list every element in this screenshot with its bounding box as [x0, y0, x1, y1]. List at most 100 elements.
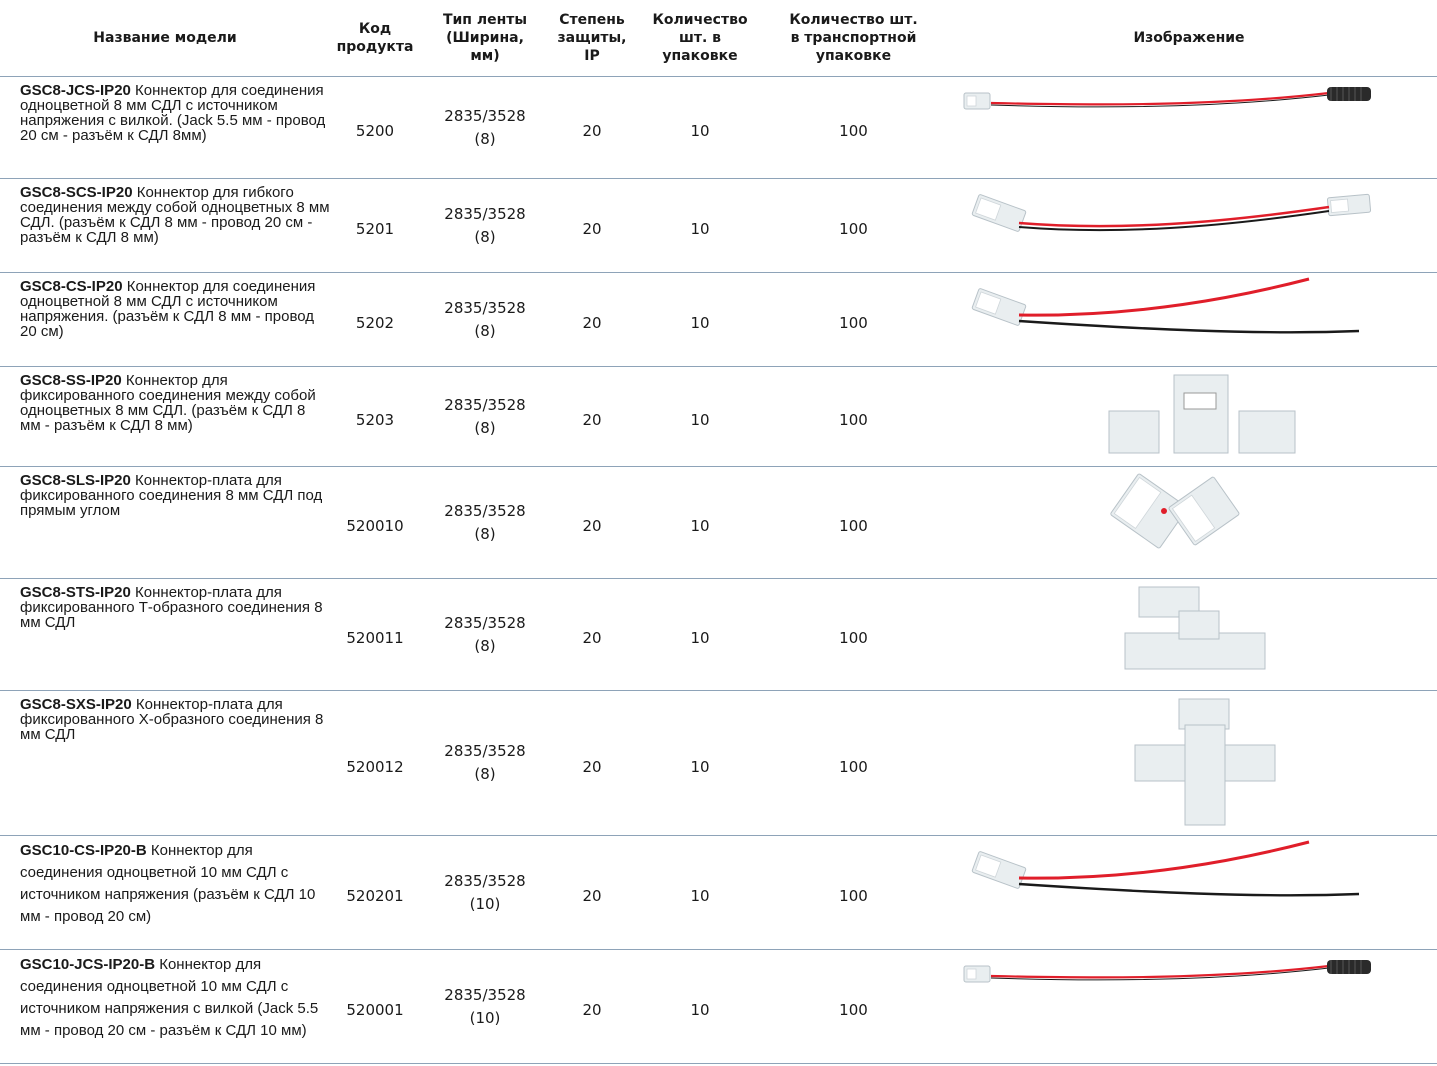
model-description: Коннектор-плата для фиксированного Х-обр… — [20, 696, 324, 743]
product-image-cell — [941, 690, 1437, 836]
tape-width: (8) — [474, 636, 496, 655]
product-image-cell — [941, 466, 1437, 579]
header-transport-qty-text: Количество шт. в транспортной упаковке — [789, 12, 918, 64]
product-image-cell — [941, 76, 1437, 179]
model-id: GSC8-SXS-IP20 — [20, 696, 132, 713]
table-row: GSC10-JCS-IP20-B Коннектор для соединени… — [0, 949, 1437, 1064]
transport-qty: 100 — [766, 178, 941, 273]
t-connector-image — [1124, 586, 1266, 669]
tape-type: 2835/3528 — [444, 742, 526, 760]
model-id: GSC8-SLS-IP20 — [20, 472, 131, 489]
transport-qty: 100 — [766, 578, 941, 691]
connector-jack-cable-image — [963, 86, 1371, 109]
table-row: GSC8-SLS-IP20 Коннектор-плата для фиксир… — [0, 466, 1437, 579]
table-row: GSC8-CS-IP20 Коннектор для соединения од… — [0, 272, 1437, 367]
model-description: Коннектор для соединения одноцветной 8 м… — [20, 82, 326, 144]
l-connector-image — [1110, 473, 1240, 548]
product-code: 520012 — [330, 690, 420, 836]
model-id: GSC8-CS-IP20 — [20, 278, 123, 295]
double-clip-cable-image — [971, 193, 1372, 232]
model-description: Коннектор для гибкого соединения между с… — [20, 184, 330, 246]
protection-ip: 20 — [550, 272, 634, 367]
pack-qty: 10 — [634, 690, 766, 836]
table-row: GSC8-JCS-IP20 Коннектор для соединения о… — [0, 76, 1437, 179]
table-header-row: Название модели Код продукта Тип ленты (… — [0, 0, 1437, 77]
model-id: GSC8-JCS-IP20 — [20, 82, 131, 99]
tape-type-cell: 2835/3528 (8) — [420, 272, 550, 367]
tape-width: (8) — [474, 227, 496, 246]
header-tape-type: Тип ленты (Ширина, мм) — [420, 0, 550, 77]
tape-type-cell: 2835/3528 (8) — [420, 578, 550, 691]
product-code: 520010 — [330, 466, 420, 579]
header-pack-qty: Количество шт. в упаковке — [634, 0, 766, 77]
model-name-cell: GSC8-SXS-IP20 Коннектор-плата для фиксир… — [0, 690, 330, 836]
model-id: GSC8-SCS-IP20 — [20, 184, 133, 201]
protection-ip: 20 — [550, 178, 634, 273]
product-code: 5203 — [330, 366, 420, 467]
pack-qty: 10 — [634, 366, 766, 467]
table-row: GSC8-SXS-IP20 Коннектор-плата для фиксир… — [0, 690, 1437, 836]
model-id: GSC8-SS-IP20 — [20, 372, 122, 389]
tape-width: (10) — [469, 894, 501, 913]
tape-type: 2835/3528 — [444, 985, 526, 1004]
pack-qty: 10 — [634, 949, 766, 1064]
model-name-cell: GSC8-SCS-IP20 Коннектор для гибкого соед… — [0, 178, 330, 273]
product-code: 5202 — [330, 272, 420, 367]
product-image-cell — [941, 366, 1437, 467]
model-id: GSC10-JCS-IP20-B — [20, 956, 156, 973]
header-product-code: Код продукта — [330, 0, 420, 77]
model-description: Коннектор-плата для фиксированного Т-обр… — [20, 584, 323, 631]
product-code: 5200 — [330, 76, 420, 179]
product-code: 5201 — [330, 178, 420, 273]
model-name-cell: GSC10-JCS-IP20-B Коннектор для соединени… — [0, 949, 330, 1064]
pack-qty: 10 — [634, 178, 766, 273]
table-row: GSC10-CS-IP20-B Коннектор для соединения… — [0, 835, 1437, 950]
protection-ip: 20 — [550, 366, 634, 467]
transport-qty: 100 — [766, 366, 941, 467]
tape-width: (10) — [469, 1008, 501, 1027]
transport-qty: 100 — [766, 835, 941, 950]
model-description: Коннектор-плата для фиксированного соеди… — [20, 472, 323, 519]
transport-qty: 100 — [766, 466, 941, 579]
table-row: GSC8-SCS-IP20 Коннектор для гибкого соед… — [0, 178, 1437, 273]
product-image-cell — [941, 578, 1437, 691]
transport-qty: 100 — [766, 949, 941, 1064]
header-protection-ip: Степень защиты, IP — [550, 0, 634, 77]
product-image-cell — [941, 949, 1437, 1064]
tape-type: 2835/3528 — [444, 106, 526, 125]
protection-ip: 20 — [550, 690, 634, 836]
tape-type-cell: 2835/3528 (10) — [420, 835, 550, 950]
header-product-code-text: Код продукта — [336, 21, 414, 55]
header-protection-ip-text: Степень защиты, IP — [557, 12, 627, 64]
model-id: GSC8-STS-IP20 — [20, 584, 131, 601]
transport-qty: 100 — [766, 690, 941, 836]
tape-type-cell: 2835/3528 (8) — [420, 76, 550, 179]
tape-type: 2835/3528 — [444, 501, 526, 520]
header-pack-qty-text: Количество шт. в упаковке — [652, 12, 748, 64]
model-description: Коннектор для соединения одноцветной 8 м… — [20, 278, 316, 340]
product-image-cell — [941, 835, 1437, 950]
tape-type: 2835/3528 — [444, 395, 526, 414]
transport-qty: 100 — [766, 272, 941, 367]
pack-qty: 10 — [634, 272, 766, 367]
clip-open-wires-image — [971, 277, 1360, 333]
header-model-name: Название модели — [0, 0, 330, 77]
x-connector-image — [1134, 698, 1276, 826]
model-name-cell: GSC8-STS-IP20 Коннектор-плата для фиксир… — [0, 578, 330, 691]
connector-jack-cable-image — [963, 959, 1371, 982]
protection-ip: 20 — [550, 466, 634, 579]
model-description: Коннектор для соединения одноцветной 10 … — [20, 956, 319, 1039]
model-name-cell: GSC8-SS-IP20 Коннектор для фиксированног… — [0, 366, 330, 467]
pack-qty: 10 — [634, 76, 766, 179]
tape-type-cell: 2835/3528 (8) — [420, 178, 550, 273]
table-body: GSC8-JCS-IP20 Коннектор для соединения о… — [0, 76, 1437, 1064]
protection-ip: 20 — [550, 76, 634, 179]
tape-type-cell: 2835/3528 (8) — [420, 366, 550, 467]
model-description: Коннектор для соединения одноцветной 10 … — [20, 842, 316, 925]
tape-width: (8) — [474, 765, 496, 783]
model-name-cell: GSC8-CS-IP20 Коннектор для соединения од… — [0, 272, 330, 367]
header-image: Изображение — [941, 0, 1437, 77]
tape-width: (8) — [474, 321, 496, 340]
tape-width: (8) — [474, 129, 496, 148]
